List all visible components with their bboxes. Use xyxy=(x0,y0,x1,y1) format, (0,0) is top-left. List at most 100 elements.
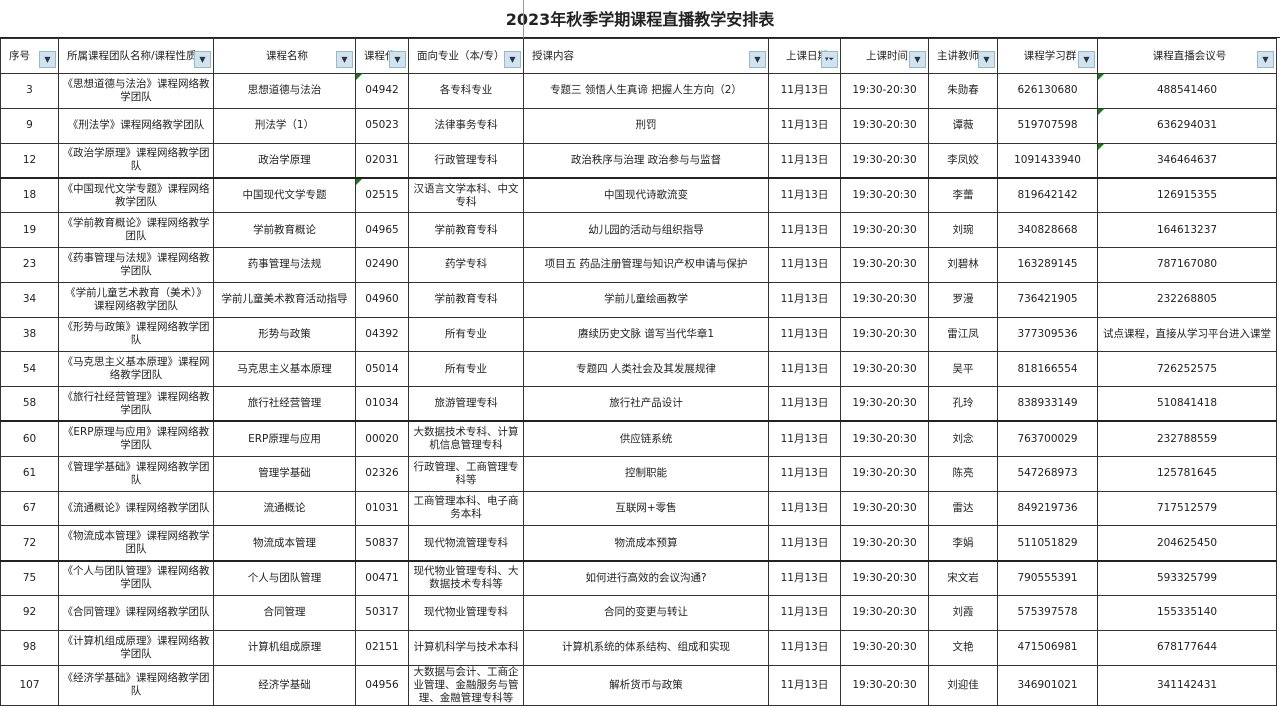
cell-8[interactable]: 李凤姣 xyxy=(928,142,998,179)
cell-1[interactable]: 《学前教育概论》课程网络教学团队 xyxy=(58,212,214,248)
cell-9[interactable]: 511051829 xyxy=(997,525,1098,562)
cell-5[interactable]: 专题四 人类社会及其发展规律 xyxy=(523,351,769,388)
filter-dropdown-icon[interactable]: ▼ xyxy=(909,51,926,68)
cell-3[interactable]: 50837 xyxy=(355,525,409,562)
cell-8[interactable]: 谭薇 xyxy=(928,107,998,144)
cell-1[interactable]: 《管理学基础》课程网络教学团队 xyxy=(58,455,214,492)
cell-8[interactable]: 雷达 xyxy=(928,490,998,527)
cell-9[interactable]: 163289145 xyxy=(997,246,1098,283)
cell-4[interactable]: 所有专业 xyxy=(408,316,524,353)
cell-1[interactable]: 《政治学原理》课程网络教学团队 xyxy=(58,142,214,179)
cell-3[interactable]: 01034 xyxy=(355,386,409,422)
cell-8[interactable]: 李蕾 xyxy=(928,176,998,214)
cell-0[interactable]: 3 xyxy=(0,73,59,109)
cell-2[interactable]: 药事管理与法规 xyxy=(213,246,356,283)
cell-10[interactable]: 试点课程，直接从学习平台进入课堂 xyxy=(1097,316,1277,353)
cell-9[interactable]: 547268973 xyxy=(997,455,1098,492)
cell-5[interactable]: 解析货币与政策 xyxy=(523,664,769,706)
cell-1[interactable]: 《思想道德与法治》课程网络教学团队 xyxy=(58,73,214,109)
cell-4[interactable]: 所有专业 xyxy=(408,351,524,388)
cell-9[interactable]: 736421905 xyxy=(997,281,1098,318)
cell-10[interactable]: 636294031 xyxy=(1097,107,1277,144)
cell-5[interactable]: 计算机系统的体系结构、组成和实现 xyxy=(523,629,769,666)
cell-3[interactable]: 04392 xyxy=(355,316,409,353)
cell-5[interactable]: 政治秩序与治理 政治参与与监督 xyxy=(523,142,769,179)
cell-6[interactable]: 11月13日 xyxy=(768,316,841,353)
cell-7[interactable]: 19:30-20:30 xyxy=(840,420,929,457)
cell-10[interactable]: 726252575 xyxy=(1097,351,1277,388)
cell-1[interactable]: 《计算机组成原理》课程网络教学团队 xyxy=(58,629,214,666)
cell-4[interactable]: 旅游管理专科 xyxy=(408,386,524,422)
cell-3[interactable]: 02151 xyxy=(355,629,409,666)
cell-10[interactable]: 232788559 xyxy=(1097,420,1277,457)
cell-5[interactable]: 供应链系统 xyxy=(523,420,769,457)
cell-3[interactable]: 04956 xyxy=(355,664,409,706)
cell-6[interactable]: 11月13日 xyxy=(768,73,841,109)
cell-8[interactable]: 陈亮 xyxy=(928,455,998,492)
cell-9[interactable]: 626130680 xyxy=(997,73,1098,109)
cell-0[interactable]: 98 xyxy=(0,629,59,666)
cell-4[interactable]: 汉语言文学本科、中文专科 xyxy=(408,176,524,214)
cell-3[interactable]: 04965 xyxy=(355,212,409,248)
cell-7[interactable]: 19:30-20:30 xyxy=(840,351,929,388)
cell-4[interactable]: 药学专科 xyxy=(408,246,524,283)
cell-3[interactable]: 50317 xyxy=(355,594,409,631)
cell-8[interactable]: 刘琬 xyxy=(928,212,998,248)
cell-6[interactable]: 11月13日 xyxy=(768,142,841,179)
cell-7[interactable]: 19:30-20:30 xyxy=(840,212,929,248)
cell-7[interactable]: 19:30-20:30 xyxy=(840,525,929,562)
cell-1[interactable]: 《药事管理与法规》课程网络教学团队 xyxy=(58,246,214,283)
cell-10[interactable]: 341142431 xyxy=(1097,664,1277,706)
cell-10[interactable]: 125781645 xyxy=(1097,455,1277,492)
filter-dropdown-icon[interactable]: ▼ xyxy=(336,51,353,68)
cell-5[interactable]: 学前儿童绘画教学 xyxy=(523,281,769,318)
cell-5[interactable]: 控制职能 xyxy=(523,455,769,492)
cell-2[interactable]: 中国现代文学专题 xyxy=(213,176,356,214)
cell-8[interactable]: 孔玲 xyxy=(928,386,998,422)
cell-9[interactable]: 340828668 xyxy=(997,212,1098,248)
cell-9[interactable]: 849219736 xyxy=(997,490,1098,527)
cell-1[interactable]: 《中国现代文学专题》课程网络教学团队 xyxy=(58,176,214,214)
cell-4[interactable]: 计算机科学与技术本科 xyxy=(408,629,524,666)
cell-0[interactable]: 60 xyxy=(0,420,59,457)
cell-5[interactable]: 项目五 药品注册管理与知识产权申请与保护 xyxy=(523,246,769,283)
cell-7[interactable]: 19:30-20:30 xyxy=(840,316,929,353)
cell-8[interactable]: 吴平 xyxy=(928,351,998,388)
cell-1[interactable]: 《马克思主义基本原理》课程网络教学团队 xyxy=(58,351,214,388)
cell-2[interactable]: 学前儿童美术教育活动指导 xyxy=(213,281,356,318)
cell-0[interactable]: 12 xyxy=(0,142,59,179)
cell-1[interactable]: 《经济学基础》课程网络教学团队 xyxy=(58,664,214,706)
cell-2[interactable]: 经济学基础 xyxy=(213,664,356,706)
cell-3[interactable]: 04942 xyxy=(355,73,409,109)
cell-2[interactable]: 政治学原理 xyxy=(213,142,356,179)
cell-1[interactable]: 《ERP原理与应用》课程网络教学团队 xyxy=(58,420,214,457)
cell-9[interactable]: 790555391 xyxy=(997,559,1098,596)
cell-3[interactable]: 02326 xyxy=(355,455,409,492)
cell-0[interactable]: 34 xyxy=(0,281,59,318)
cell-10[interactable]: 346464637 xyxy=(1097,142,1277,179)
cell-2[interactable]: ERP原理与应用 xyxy=(213,420,356,457)
cell-2[interactable]: 物流成本管理 xyxy=(213,525,356,562)
cell-10[interactable]: 155335140 xyxy=(1097,594,1277,631)
cell-3[interactable]: 02031 xyxy=(355,142,409,179)
cell-2[interactable]: 管理学基础 xyxy=(213,455,356,492)
cell-2[interactable]: 流通概论 xyxy=(213,490,356,527)
cell-10[interactable]: 787167080 xyxy=(1097,246,1277,283)
cell-2[interactable]: 学前教育概论 xyxy=(213,212,356,248)
cell-10[interactable]: 204625450 xyxy=(1097,525,1277,562)
cell-4[interactable]: 现代物流管理专科 xyxy=(408,525,524,562)
cell-8[interactable]: 宋文岩 xyxy=(928,559,998,596)
cell-3[interactable]: 00471 xyxy=(355,559,409,596)
cell-8[interactable]: 雷江凤 xyxy=(928,316,998,353)
cell-5[interactable]: 互联网+零售 xyxy=(523,490,769,527)
cell-7[interactable]: 19:30-20:30 xyxy=(840,246,929,283)
cell-9[interactable]: 346901021 xyxy=(997,664,1098,706)
cell-6[interactable]: 11月13日 xyxy=(768,455,841,492)
cell-2[interactable]: 个人与团队管理 xyxy=(213,559,356,596)
cell-7[interactable]: 19:30-20:30 xyxy=(840,73,929,109)
cell-6[interactable]: 11月13日 xyxy=(768,559,841,596)
cell-2[interactable]: 合同管理 xyxy=(213,594,356,631)
cell-8[interactable]: 文艳 xyxy=(928,629,998,666)
cell-9[interactable]: 377309536 xyxy=(997,316,1098,353)
cell-5[interactable]: 幼儿园的活动与组织指导 xyxy=(523,212,769,248)
